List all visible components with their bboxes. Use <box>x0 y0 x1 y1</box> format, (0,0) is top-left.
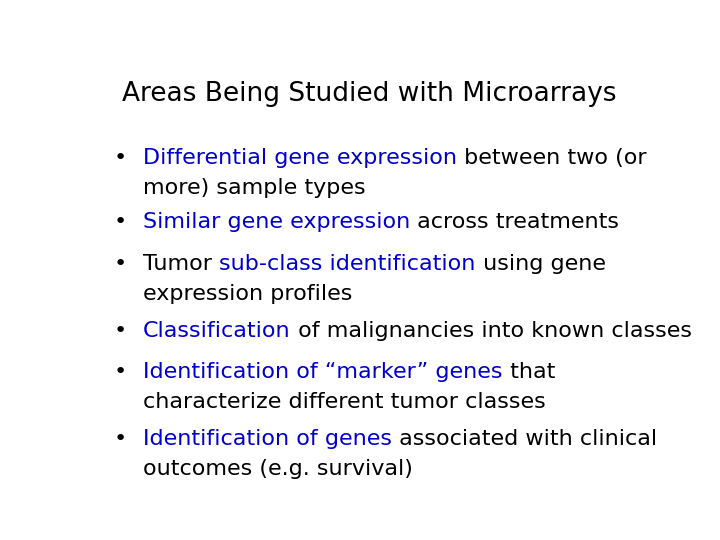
Text: that: that <box>503 362 555 382</box>
Text: Identification of genes: Identification of genes <box>143 429 392 449</box>
Text: •: • <box>114 212 127 232</box>
Text: sub-class identification: sub-class identification <box>219 254 475 274</box>
Text: Similar gene expression: Similar gene expression <box>143 212 410 232</box>
Text: outcomes (e.g. survival): outcomes (e.g. survival) <box>143 459 413 479</box>
Text: •: • <box>114 148 127 168</box>
Text: •: • <box>114 321 127 341</box>
Text: using gene: using gene <box>475 254 606 274</box>
Text: •: • <box>114 254 127 274</box>
Text: more) sample types: more) sample types <box>143 178 366 198</box>
Text: Differential gene expression: Differential gene expression <box>143 148 457 168</box>
Text: characterize different tumor classes: characterize different tumor classes <box>143 393 546 413</box>
Text: Areas Being Studied with Microarrays: Areas Being Studied with Microarrays <box>122 82 616 107</box>
Text: Identification of “marker” genes: Identification of “marker” genes <box>143 362 503 382</box>
Text: Classification: Classification <box>143 321 291 341</box>
Text: •: • <box>114 362 127 382</box>
Text: of malignancies into known classes: of malignancies into known classes <box>291 321 692 341</box>
Text: between two (or: between two (or <box>457 148 647 168</box>
Text: Tumor: Tumor <box>143 254 219 274</box>
Text: •: • <box>114 429 127 449</box>
Text: associated with clinical: associated with clinical <box>392 429 657 449</box>
Text: across treatments: across treatments <box>410 212 619 232</box>
Text: expression profiles: expression profiles <box>143 285 352 305</box>
